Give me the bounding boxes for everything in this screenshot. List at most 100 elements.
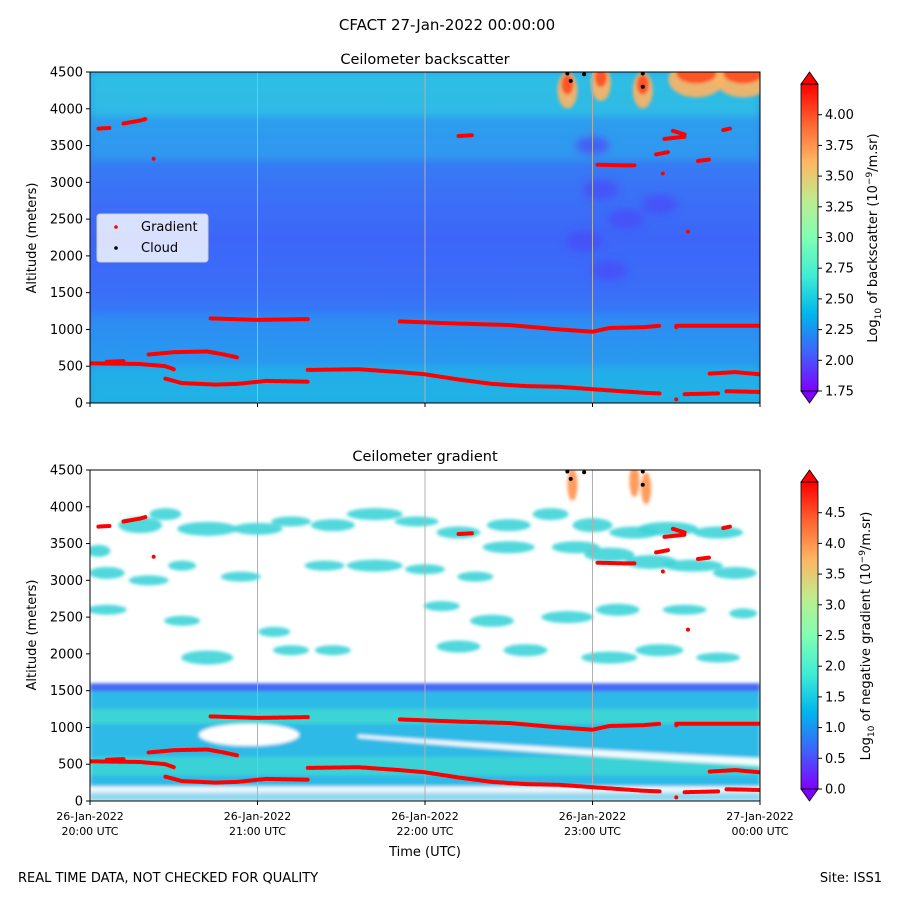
x-tick-label-date: 26-Jan-2022 xyxy=(559,810,627,823)
colorbar-tick-label: 2.00 xyxy=(825,354,854,369)
gradient-cloud-patch xyxy=(258,626,291,637)
legend: Gradient Cloud xyxy=(96,213,209,263)
gradient-layer-trace xyxy=(662,134,687,141)
gradient-layer-trace xyxy=(90,759,176,770)
gradient-layer-trace xyxy=(121,515,148,524)
gradient-layer-trace xyxy=(707,768,760,775)
colorbar-tick-label: 2.5 xyxy=(825,629,846,644)
gradient-hotspot xyxy=(567,470,578,501)
gradient-cloud-patch xyxy=(637,521,698,536)
y-tick-label: 3000 xyxy=(50,574,83,589)
colorbar-gradient xyxy=(801,482,818,789)
x-tick-label-date: 27-Jan-2022 xyxy=(726,810,794,823)
legend-cloud-marker xyxy=(114,246,118,250)
legend-cloud-label: Cloud xyxy=(141,241,178,256)
gradient-cloud-patch xyxy=(271,516,311,527)
gradient-layer-trace xyxy=(163,376,310,387)
colorbar-tick-label: 4.5 xyxy=(825,506,846,521)
gradient-layer-trace xyxy=(721,126,732,133)
gradient-point xyxy=(685,229,690,234)
gradient-layer-trace xyxy=(104,359,126,364)
colorbar-tick-label: 1.0 xyxy=(825,721,846,736)
gradient-layer-trace xyxy=(96,125,113,131)
gradient-layer-trace xyxy=(724,787,760,792)
cloud-point xyxy=(565,72,570,76)
gradient-cloud-patch xyxy=(177,521,238,536)
gradient-layer-trace xyxy=(682,789,721,795)
gradient-cloud-patch xyxy=(584,547,635,562)
gradient-cloud-patch xyxy=(394,516,439,527)
gradient-layer-trace xyxy=(146,747,240,758)
gradient-layer-trace xyxy=(721,524,732,531)
gradient-layer-trace xyxy=(208,316,310,322)
gradient-point xyxy=(660,569,665,574)
gradient-layer-trace xyxy=(707,370,760,377)
gradient-point xyxy=(660,171,665,176)
x-tick-label-date: 26-Jan-2022 xyxy=(391,810,459,823)
colorbar-bottom-extend xyxy=(800,390,819,404)
y-tick-label: 0 xyxy=(75,795,83,810)
backscatter-x-ticks xyxy=(89,403,761,407)
gradient-layer-trace xyxy=(456,133,474,138)
gradient-cloud-patch xyxy=(164,615,201,626)
gradient-colorbar: 0.0 0.5 1.0 1.5 2.0 2.5 3.0 3.5 4.0 4.5 xyxy=(800,469,846,802)
gradient-cloud-patch xyxy=(551,541,600,554)
x-tick-label-time: 20:00 UTC xyxy=(61,825,118,838)
gradient-point xyxy=(685,627,690,632)
gradient-point xyxy=(151,156,156,161)
gradient-xlabel: Time (UTC) xyxy=(388,845,461,860)
colorbar-tick-label: 3.50 xyxy=(825,170,854,185)
gradient-cloud-patch xyxy=(90,544,111,557)
x-tick-label-time: 00:00 UTC xyxy=(731,825,788,838)
gradient-cloud-patch xyxy=(304,560,345,571)
gradient-layer-trace xyxy=(696,157,712,163)
backscatter-colorbar-label: Log10 of backscatter (10−9/m.sr) xyxy=(865,133,884,342)
backscatter-y-ticks: 0 500 1000 1500 2000 2500 3000 3500 4000 4500 xyxy=(50,66,90,412)
gradient-cloud-patch xyxy=(482,541,535,554)
gradient-cloud-patch xyxy=(532,508,569,521)
y-tick-label: 500 xyxy=(58,360,83,375)
gradient-layer-trace xyxy=(670,526,687,535)
backscatter-hotspot-core xyxy=(676,72,717,84)
colorbar-tick-label: 2.75 xyxy=(825,262,854,277)
gradient-cloud-patch xyxy=(423,601,460,612)
gradient-panel: Ceilometer gradient 0 500 1000 1500 2000 2500… xyxy=(25,449,877,860)
cloud-point xyxy=(568,78,573,83)
backscatter-hotspot-core xyxy=(723,72,760,84)
gradient-cloud-patch xyxy=(220,571,261,582)
gradient-cloud-patch xyxy=(436,640,481,653)
backscatter-panel: Ceilometer backscatter 0 500 1000 1500 2000 2… xyxy=(25,52,884,412)
gradient-cloud-patch xyxy=(581,651,638,664)
gradient-cloud-patch xyxy=(168,560,197,571)
colorbar-tick-label: 3.0 xyxy=(825,598,846,613)
colorbar-tick-label: 0.5 xyxy=(825,752,846,767)
cloud-point xyxy=(565,470,570,474)
gradient-colorbar-label: Log10 of negative gradient (10−9/m.sr) xyxy=(858,512,877,761)
legend-gradient-label: Gradient xyxy=(141,220,198,235)
x-tick-label-time: 23:00 UTC xyxy=(564,825,621,838)
gradient-cloud-patch xyxy=(696,652,741,663)
gradient-hotspot xyxy=(629,470,640,498)
cloud-point xyxy=(640,84,645,89)
gradient-layer-trace xyxy=(654,548,670,555)
gradient-cloud-patch xyxy=(181,650,234,665)
colorbar-tick-label: 3.75 xyxy=(825,139,854,154)
y-tick-label: 3500 xyxy=(50,139,83,154)
gradient-layer-trace xyxy=(305,765,662,794)
y-tick-label: 4000 xyxy=(50,102,83,117)
backscatter-hotspot-core xyxy=(636,74,649,95)
y-tick-label: 1000 xyxy=(50,323,83,338)
colorbar-top-extend xyxy=(800,71,819,85)
cloud-point xyxy=(582,470,587,475)
backscatter-title: Ceilometer backscatter xyxy=(340,52,509,68)
gradient-cloud-patch xyxy=(662,604,707,615)
colorbar-tick-label: 4.00 xyxy=(825,108,854,123)
legend-gradient-marker xyxy=(114,225,118,229)
gradient-cloud-patch xyxy=(712,566,757,579)
gradient-point xyxy=(674,723,679,728)
gradient-layer-trace xyxy=(595,560,637,566)
gradient-cloud-patch xyxy=(470,614,514,627)
y-tick-label: 2000 xyxy=(50,249,83,264)
colorbar-tick-label: 2.0 xyxy=(825,660,846,675)
cloud-point xyxy=(640,72,645,76)
